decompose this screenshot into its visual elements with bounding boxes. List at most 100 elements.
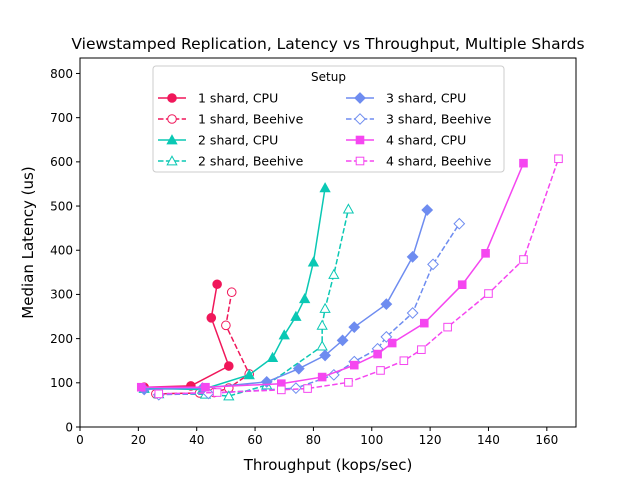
legend-label: 2 shard, Beehive xyxy=(198,154,304,169)
legend-label: 1 shard, Beehive xyxy=(198,112,304,127)
x-tick-label: 120 xyxy=(419,433,442,447)
y-tick-label: 500 xyxy=(50,199,73,213)
data-point xyxy=(373,349,382,359)
y-axis-label: Median Latency (us) xyxy=(19,166,37,318)
series-1-shard-beehive xyxy=(151,287,255,399)
y-tick-label: 0 xyxy=(65,420,73,434)
data-point xyxy=(336,334,349,347)
data-point xyxy=(317,372,327,382)
series-4-shard-cpu xyxy=(136,158,528,392)
legend-entry-4-shard-cpu: 4 shard, CPU xyxy=(346,133,466,148)
data-point xyxy=(221,320,231,331)
data-point xyxy=(223,390,235,401)
y-tick-label: 300 xyxy=(50,288,73,302)
y-tick-label: 600 xyxy=(50,155,73,169)
data-point xyxy=(453,217,466,230)
data-point xyxy=(380,298,393,311)
y-tick-label: 400 xyxy=(50,244,73,258)
legend-marker xyxy=(355,135,365,145)
series-1-shard-cpu xyxy=(139,279,234,393)
data-point xyxy=(342,203,355,214)
data-point xyxy=(519,255,528,264)
data-point xyxy=(319,302,331,313)
data-point xyxy=(226,287,237,298)
x-tick-label: 40 xyxy=(189,433,204,447)
data-point xyxy=(136,382,146,392)
data-point xyxy=(201,382,210,392)
x-axis-label: Throughput (kops/sec) xyxy=(243,456,413,474)
data-point xyxy=(399,356,409,366)
legend-label: 3 shard, Beehive xyxy=(386,112,492,127)
y-tick-label: 700 xyxy=(50,111,73,125)
data-point xyxy=(243,369,255,380)
series-line xyxy=(144,209,428,391)
legend-entry-3-shard-cpu: 3 shard, CPU xyxy=(346,91,466,106)
legend-entry-2-shard-cpu: 2 shard, CPU xyxy=(158,133,278,148)
series-line xyxy=(158,208,350,397)
x-axis: 0 20 40 60 80 100 120 140 160 xyxy=(76,427,558,447)
data-point xyxy=(316,319,328,330)
data-point xyxy=(481,249,490,258)
data-point xyxy=(554,154,563,164)
data-point xyxy=(328,268,340,279)
x-tick-label: 100 xyxy=(360,433,383,447)
legend-marker xyxy=(166,155,178,166)
legend-entry-4-shard-beehive: 4 shard, Beehive xyxy=(346,154,492,169)
data-point xyxy=(406,250,419,263)
y-tick-label: 800 xyxy=(50,67,73,81)
legend-marker xyxy=(166,134,178,145)
data-point xyxy=(299,293,311,304)
data-point xyxy=(457,280,467,290)
series-line xyxy=(158,223,460,396)
data-point xyxy=(289,382,302,395)
data-point xyxy=(419,318,429,328)
legend-label: 2 shard, CPU xyxy=(198,133,278,148)
legend-marker xyxy=(354,92,366,104)
data-point xyxy=(206,313,217,323)
legend-label: 1 shard, CPU xyxy=(198,91,278,106)
data-point xyxy=(277,385,286,395)
legend-entry-3-shard-beehive: 3 shard, Beehive xyxy=(346,112,492,127)
data-point xyxy=(290,310,302,321)
data-point xyxy=(292,362,305,375)
plot-frame xyxy=(79,57,577,428)
data-point xyxy=(443,322,452,332)
series-line xyxy=(158,158,560,395)
x-tick-label: 160 xyxy=(535,433,558,447)
legend-entry-1-shard-beehive: 1 shard, Beehive xyxy=(158,112,304,127)
data-point xyxy=(349,360,359,370)
series-3-shard-beehive xyxy=(152,217,466,401)
legend-marker xyxy=(167,114,177,124)
data-point xyxy=(484,289,493,298)
data-point xyxy=(406,307,419,319)
legend-title: Setup xyxy=(311,70,346,84)
data-point xyxy=(224,361,234,371)
data-point xyxy=(319,182,331,193)
data-point xyxy=(348,321,361,334)
data-point xyxy=(212,388,222,397)
series-4-shard-beehive xyxy=(154,154,563,399)
x-tick-label: 0 xyxy=(76,433,84,447)
legend-label: 4 shard, CPU xyxy=(386,133,466,148)
x-tick-label: 80 xyxy=(306,433,321,447)
chart-title: Viewstamped Replication, Latency vs Thro… xyxy=(71,35,584,53)
data-point xyxy=(376,366,385,375)
x-tick-label: 140 xyxy=(477,433,500,447)
data-point xyxy=(427,258,439,271)
series-2-shard-cpu xyxy=(138,182,331,394)
data-point xyxy=(278,329,290,340)
data-point xyxy=(519,158,528,168)
data-point xyxy=(387,338,397,348)
series-3-shard-cpu xyxy=(138,204,434,396)
y-tick-label: 100 xyxy=(50,376,73,390)
data-point xyxy=(303,384,312,393)
data-point xyxy=(212,279,222,290)
series-line xyxy=(144,284,230,388)
x-tick-label: 60 xyxy=(247,433,262,447)
legend-entry-2-shard-beehive: 2 shard, Beehive xyxy=(158,154,304,169)
data-point xyxy=(319,349,331,362)
legend-marker xyxy=(167,93,177,103)
data-point xyxy=(307,256,320,267)
legend-marker xyxy=(355,156,365,166)
